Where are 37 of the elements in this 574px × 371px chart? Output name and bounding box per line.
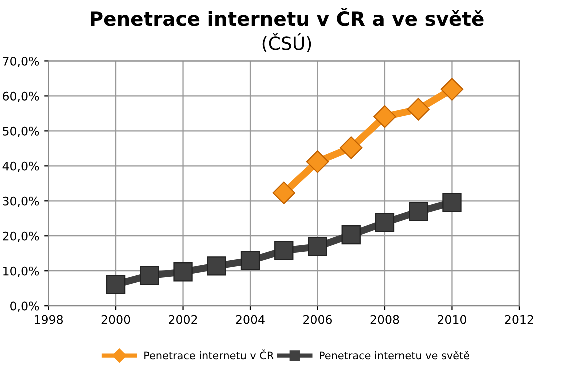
x-tick-label: 1998: [35, 315, 64, 324]
point: [306, 150, 330, 174]
point: [106, 275, 126, 294]
chart-subtitle: (ČSÚ): [262, 33, 312, 52]
point: [272, 182, 296, 204]
legend-label: Penetrace internetu v ČR: [144, 350, 274, 360]
point: [374, 105, 396, 128]
point: [340, 136, 363, 160]
point: [308, 237, 328, 257]
chart-title: Penetrace internetu v ČR a ve světě: [91, 8, 484, 26]
point: [409, 202, 428, 222]
y-tick-label: 20,0%: [3, 232, 40, 242]
point: [140, 266, 160, 286]
y-tick-label: 10,0%: [4, 266, 40, 277]
y-tick-label: 70,0%: [3, 56, 40, 68]
point: [407, 98, 430, 121]
point: [207, 256, 226, 276]
x-tick-label: 2008: [370, 315, 400, 324]
point: [274, 241, 294, 260]
point: [342, 225, 361, 245]
x-tick-label: 2012: [505, 315, 534, 324]
y-tick-label: 50,0%: [3, 126, 40, 138]
x-tick-label: 2004: [236, 315, 265, 324]
point: [174, 262, 193, 282]
x-tick-label: 2010: [438, 315, 466, 324]
point: [440, 78, 464, 101]
y-tick-label: 40,0%: [2, 162, 40, 172]
legend-label: Penetrace internetu ve světě: [320, 351, 470, 360]
point: [375, 213, 395, 232]
y-tick-label: 30,0%: [3, 196, 40, 207]
x-tick-label: 2006: [304, 315, 332, 324]
point: [442, 192, 462, 212]
point: [240, 251, 260, 271]
x-tick-label: 2000: [102, 315, 130, 324]
y-tick-label: 60,0%: [3, 92, 40, 102]
y-tick-label: 0,0%: [10, 302, 40, 312]
x-tick-label: 2002: [169, 315, 198, 324]
